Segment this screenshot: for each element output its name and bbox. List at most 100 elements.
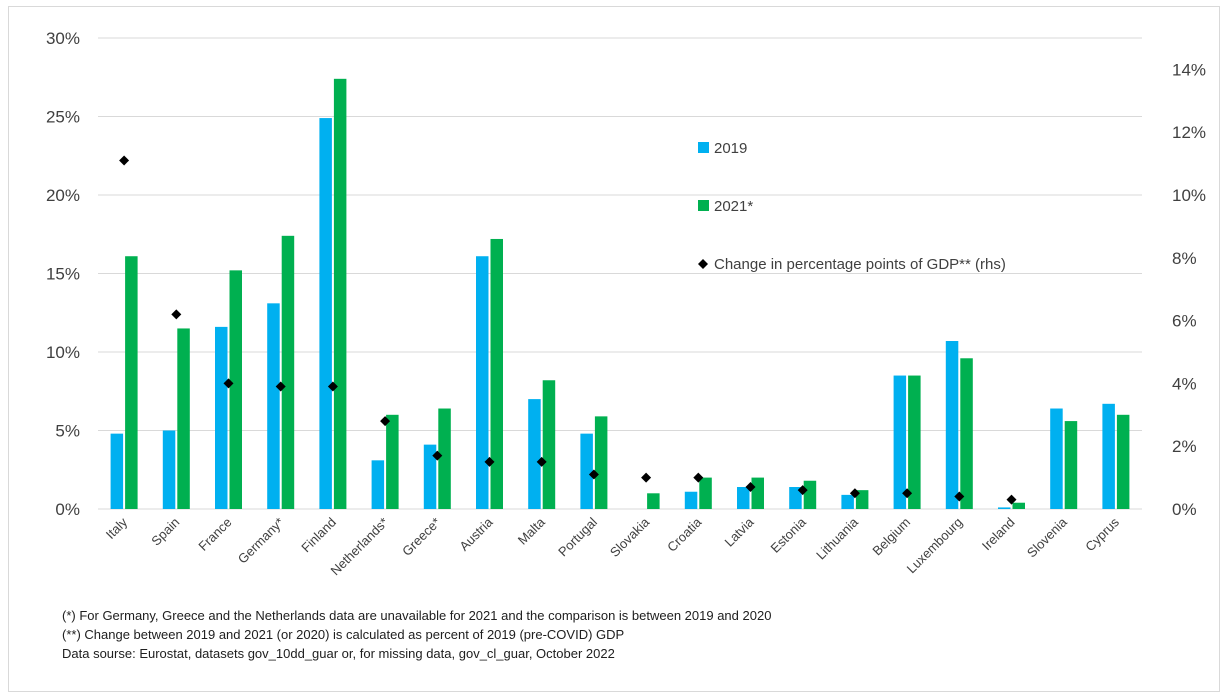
bar-2021	[438, 408, 451, 509]
category-label: Latvia	[721, 514, 757, 550]
bar-2019	[110, 433, 124, 509]
change-marker	[902, 488, 913, 499]
change-marker	[536, 456, 547, 467]
bar-2019	[371, 460, 385, 509]
chart-frame	[8, 6, 1220, 692]
bar-2019	[423, 444, 437, 509]
category-label: Luxembourg	[904, 515, 966, 577]
change-marker	[327, 381, 338, 392]
bar-2019	[476, 256, 489, 509]
change-marker	[641, 472, 652, 483]
category-label: Belgium	[869, 515, 913, 559]
bar-2021	[960, 358, 973, 509]
bar-2019	[684, 491, 698, 509]
left-tick-label: 25%	[46, 108, 80, 127]
category-label: France	[195, 515, 234, 554]
category-label: Slovenia	[1024, 514, 1070, 560]
bars	[110, 78, 1130, 509]
bar-2021	[1064, 421, 1078, 509]
bar-2019	[998, 507, 1011, 509]
left-axis: 0% 5% 10% 15% 20% 25% 30%	[46, 29, 80, 519]
legend-label-2021: 2021*	[714, 198, 753, 215]
bar-2019	[841, 494, 854, 509]
bar-2019	[267, 303, 280, 509]
change-marker	[588, 469, 599, 480]
category-label: Ireland	[979, 515, 1018, 554]
bar-2019	[893, 375, 907, 509]
left-tick-label: 20%	[46, 186, 80, 205]
bar-2019	[945, 341, 959, 509]
right-tick-label: 0%	[1172, 500, 1197, 519]
change-marker	[484, 456, 495, 467]
footnote-2: (**) Change between 2019 and 2021 (or 20…	[62, 627, 625, 642]
category-label: Cyprus	[1082, 514, 1122, 554]
right-tick-label: 10%	[1172, 186, 1206, 205]
footnote-1: (*) For Germany, Greece and the Netherla…	[62, 608, 772, 623]
footnotes: (*) For Germany, Greece and the Netherla…	[62, 606, 771, 663]
change-markers	[119, 155, 1017, 505]
category-label: Slovakia	[607, 514, 653, 560]
category-label: Italy	[103, 514, 131, 542]
legend-swatch-2019	[698, 142, 709, 153]
legend-marker-change	[698, 259, 708, 269]
left-tick-label: 5%	[55, 422, 80, 441]
bar-2019	[1050, 408, 1063, 509]
change-marker	[797, 485, 808, 496]
change-marker	[954, 491, 965, 502]
bar-2021	[803, 480, 817, 509]
bar-2021	[751, 477, 764, 509]
legend-swatch-2021	[698, 200, 709, 211]
footnote-3: Data sourse: Eurostat, datasets gov_10dd…	[62, 646, 615, 661]
bar-2021	[855, 490, 869, 509]
right-tick-label: 8%	[1172, 249, 1197, 268]
bar-2021	[177, 328, 190, 509]
category-label: Croatia	[664, 514, 705, 555]
category-label: Estonia	[768, 514, 810, 556]
bar-2021	[229, 270, 242, 509]
category-label: Lithuania	[813, 514, 861, 562]
bar-2019	[319, 118, 332, 509]
bar-2021	[1116, 414, 1130, 509]
change-marker	[119, 155, 130, 166]
change-marker	[745, 482, 756, 493]
change-marker	[849, 488, 860, 499]
right-tick-label: 12%	[1172, 123, 1206, 142]
category-label: Spain	[148, 515, 182, 549]
bar-2019	[789, 487, 802, 509]
bar-2019	[1102, 403, 1115, 509]
change-marker	[223, 378, 234, 389]
bar-2021	[699, 477, 712, 509]
left-tick-label: 0%	[55, 500, 80, 519]
category-labels: Italy Spain France Germany* FinlandNetherlan…	[103, 514, 1123, 578]
gridlines	[98, 37, 1142, 510]
category-label: Portugal	[555, 514, 600, 559]
change-marker	[432, 450, 443, 461]
category-label: Finland	[298, 515, 339, 556]
category-label: Austria	[456, 514, 496, 554]
change-marker	[693, 472, 704, 483]
right-axis: 0% 2% 4% 6% 8% 10% 12% 14%	[1172, 60, 1206, 519]
legend-label-change: Change in percentage points of GDP** (rh…	[714, 256, 1006, 273]
bar-2021	[542, 380, 556, 509]
bar-2021	[594, 416, 608, 509]
legend-label-2019: 2019	[714, 140, 747, 157]
left-tick-label: 10%	[46, 343, 80, 362]
change-marker	[171, 309, 182, 320]
bar-2019	[737, 487, 750, 509]
right-tick-label: 4%	[1172, 374, 1197, 393]
change-marker	[1006, 494, 1017, 505]
change-marker	[275, 381, 286, 392]
bar-2021	[1012, 502, 1025, 509]
right-tick-label: 14%	[1172, 60, 1206, 79]
right-tick-label: 2%	[1172, 437, 1197, 456]
bar-2021	[386, 414, 399, 509]
bar-2019	[580, 433, 593, 509]
left-tick-label: 15%	[46, 265, 80, 284]
legend: 2019 2021* Change in percentage points o…	[698, 140, 1006, 273]
bar-2019	[528, 399, 541, 509]
right-tick-label: 6%	[1172, 312, 1197, 331]
bar-2021	[333, 78, 347, 509]
bar-2019	[162, 430, 176, 509]
bar-2021	[490, 238, 503, 509]
